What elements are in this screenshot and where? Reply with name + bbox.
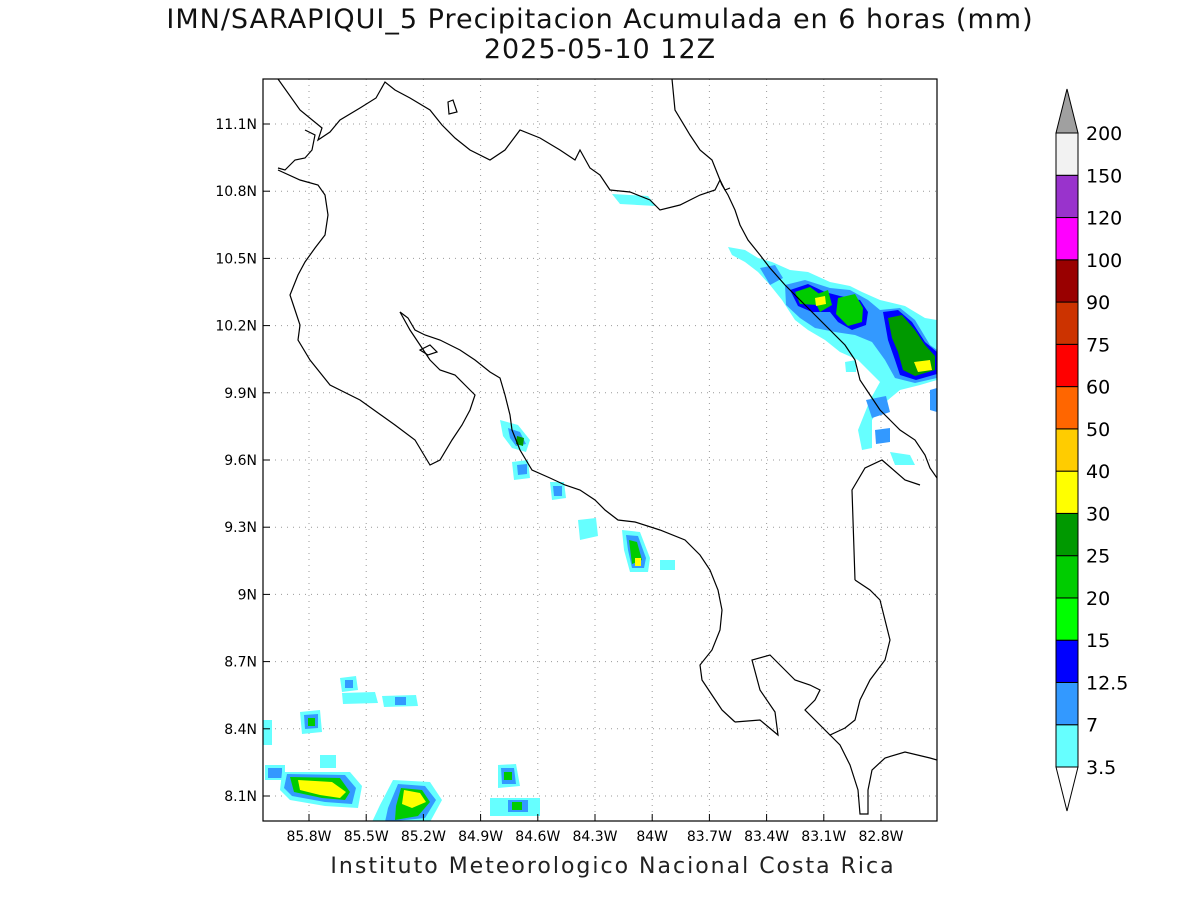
colorbar-swatch xyxy=(1055,259,1079,303)
nicoya-gulf-west-coast xyxy=(277,169,476,466)
graticule-grid xyxy=(263,79,937,821)
colorbar-label: 200 xyxy=(1086,123,1122,145)
colorbar-swatch xyxy=(1055,512,1079,557)
colorbar-under-triangle xyxy=(1055,766,1079,812)
nicaragua-border xyxy=(277,79,731,211)
map-datetime: 2025-05-10 12Z xyxy=(483,34,717,65)
colorbar-label: 150 xyxy=(1086,165,1122,187)
lat-tick-label: 10.2N xyxy=(215,319,257,335)
colorbar-label: 25 xyxy=(1086,546,1110,568)
colorbar-label: 120 xyxy=(1086,208,1122,230)
small-island xyxy=(447,99,458,115)
lon-tick-label: 84.9W xyxy=(458,829,503,845)
colorbar-label: 15 xyxy=(1086,630,1110,652)
longitude-axis: 85.8W 85.5W 85.2W 84.9W 84.6W 84.3W 84W 83.7W 83… xyxy=(286,814,904,845)
lon-tick-label: 84.6W xyxy=(515,829,560,845)
osa-peninsula xyxy=(734,579,891,737)
map-title: IMN/SARAPIQUI_5 Precipitacion Acumulada … xyxy=(166,4,1034,35)
lat-tick-label: 10.5N xyxy=(215,251,257,267)
precipitation-layer xyxy=(263,194,937,821)
lon-tick-label: 84.3W xyxy=(572,829,617,845)
colorbar-swatch xyxy=(1055,470,1079,514)
colorbar-swatch xyxy=(1055,343,1079,388)
colorbar-label: 3.5 xyxy=(1086,757,1116,779)
colorbar-swatch xyxy=(1055,132,1079,176)
lon-tick-label: 85.8W xyxy=(286,829,331,845)
colorbar-label: 40 xyxy=(1086,461,1110,483)
lat-tick-label: 11.1N xyxy=(215,117,257,133)
lon-tick-label: 85.5W xyxy=(344,829,389,845)
lat-tick-label: 10.8N xyxy=(215,184,257,200)
lat-tick-label: 8.7N xyxy=(224,655,257,671)
lon-tick-label: 83.4W xyxy=(744,829,789,845)
lon-tick-label: 83.7W xyxy=(687,829,732,845)
colorbar-label: 30 xyxy=(1086,503,1110,525)
lon-tick-label: 84W xyxy=(636,829,668,845)
lat-tick-label: 9.3N xyxy=(224,520,257,536)
colorbar-swatch xyxy=(1055,386,1079,430)
lat-tick-label: 9N xyxy=(238,587,257,603)
colorbar-swatch xyxy=(1055,428,1079,472)
precip-pacific-cells xyxy=(500,420,675,572)
lake-island xyxy=(418,344,439,356)
lon-tick-label: 83.1W xyxy=(801,829,846,845)
precip-caribbean-band xyxy=(612,194,937,465)
colorbar-label: 12.5 xyxy=(1086,672,1128,694)
colorbar-swatch xyxy=(1055,301,1079,345)
colorbar-swatch xyxy=(1055,724,1079,768)
colorbar-label: 7 xyxy=(1086,715,1098,737)
colorbar-label: 50 xyxy=(1086,419,1110,441)
lat-tick-label: 9.6N xyxy=(224,453,257,469)
nicoya-inner-coast xyxy=(399,311,736,723)
lon-tick-label: 85.2W xyxy=(401,829,446,845)
precip-southwest-cells xyxy=(263,676,540,821)
colorbar-over-triangle xyxy=(1055,88,1079,134)
panama-pacific-coast xyxy=(829,734,937,815)
panama-border xyxy=(851,459,921,581)
colorbar-swatch xyxy=(1055,681,1079,726)
colorbar-swatch xyxy=(1055,174,1079,219)
colorbar-swatch xyxy=(1055,555,1079,599)
colorbar-label: 90 xyxy=(1086,292,1110,314)
colorbar-label: 20 xyxy=(1086,588,1110,610)
nicaragua-lake-shore xyxy=(277,129,316,171)
colorbar-label: 60 xyxy=(1086,377,1110,399)
colorbar-label: 75 xyxy=(1086,334,1110,356)
footer-credit: Instituto Meteorologico Nacional Costa R… xyxy=(330,854,896,879)
colorbar-swatch xyxy=(1055,597,1079,641)
plot-frame xyxy=(262,78,938,822)
nicaragua-caribbean-coast xyxy=(671,79,723,186)
lat-tick-label: 8.1N xyxy=(224,789,257,805)
lat-tick-label: 8.4N xyxy=(224,722,257,738)
caribbean-coast xyxy=(721,184,937,479)
colorbar-swatch xyxy=(1055,217,1079,261)
colorbar-legend: 3.5 7 12.5 15 20 25 30 40 50 60 75 90 100 120 150 200 xyxy=(1055,88,1128,812)
coastline-layer xyxy=(277,79,937,815)
colorbar-swatch xyxy=(1055,639,1079,683)
lat-tick-label: 9.9N xyxy=(224,386,257,402)
latitude-axis: 11.1N 10.8N 10.5N 10.2N 9.9N 9.6N 9.3N 9N 8.7N 8.… xyxy=(215,117,270,805)
lon-tick-label: 82.8W xyxy=(858,829,903,845)
colorbar-label: 100 xyxy=(1086,250,1122,272)
